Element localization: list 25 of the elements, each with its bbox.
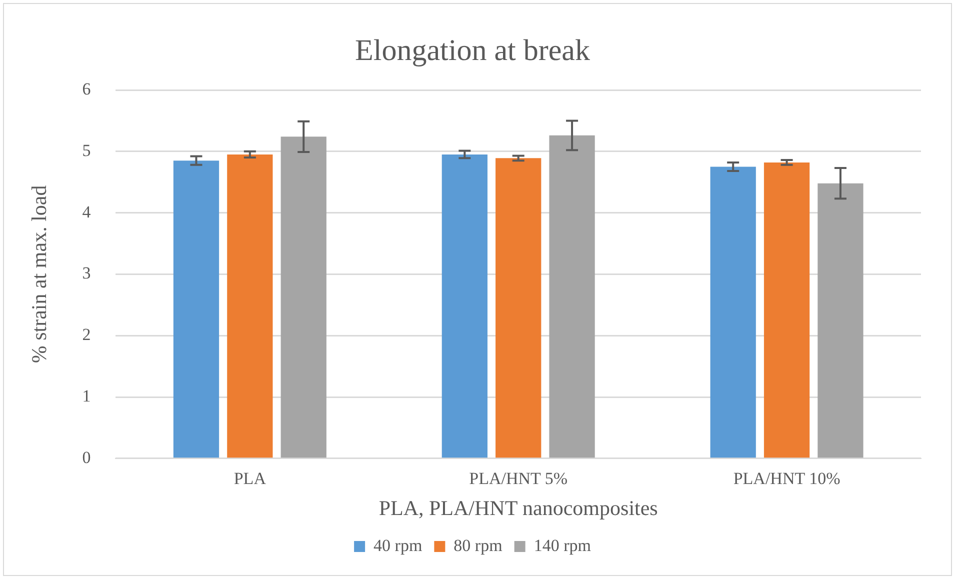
x-tick-label: PLA [234, 469, 267, 488]
bar [496, 158, 542, 458]
bar [549, 135, 595, 458]
bar [173, 160, 220, 458]
x-tick-label: PLA/HNT 5% [469, 469, 568, 488]
bar [442, 154, 488, 458]
x-axis-title: PLA, PLA/HNT nanocomposites [378, 496, 658, 520]
legend-label: 40 rpm [374, 536, 422, 555]
legend-label: 140 rpm [534, 536, 591, 555]
bar [764, 162, 810, 458]
y-tick-label: 4 [82, 202, 92, 222]
y-axis-title: % strain at max. load [27, 184, 52, 364]
y-tick-label: 2 [82, 325, 91, 344]
legend-label: 80 rpm [454, 536, 502, 555]
bar [280, 136, 326, 458]
y-tick-label: 1 [82, 386, 91, 406]
bar [227, 154, 273, 458]
y-tick-label: 0 [82, 448, 91, 467]
y-tick-label: 5 [82, 140, 91, 160]
x-tick-label: PLA/HNT 10% [733, 469, 840, 488]
chart-title: Elongation at break [355, 34, 590, 67]
y-tick-label: 3 [82, 264, 91, 283]
bar [818, 183, 864, 458]
bar [710, 166, 756, 458]
y-tick-label: 6 [82, 79, 91, 98]
